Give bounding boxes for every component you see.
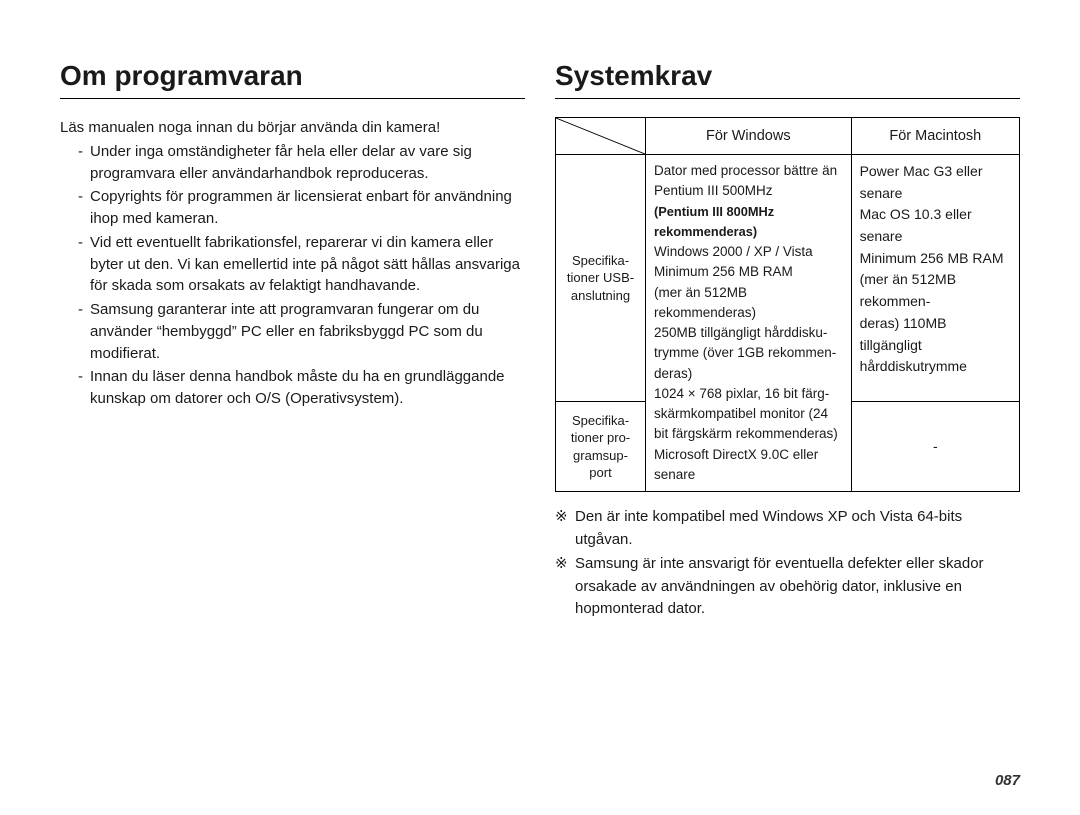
left-column: Om programvaran Läs manualen noga innan …	[60, 60, 525, 623]
bullet-text: Innan du läser denna handbok måste du ha…	[90, 366, 525, 410]
mac-requirements-cell: Power Mac G3 eller senareMac OS 10.3 ell…	[851, 155, 1019, 402]
footnote-text: Samsung är inte ansvarigt för eventuella…	[575, 553, 1020, 621]
bullet-item: -Vid ett eventuellt fabrikationsfel, rep…	[78, 232, 525, 297]
left-bullets: -Under inga omständigheter får hela elle…	[60, 141, 525, 410]
bullet-item: -Innan du läser denna handbok måste du h…	[78, 366, 525, 410]
row2-label: Specifika-tioner pro-gramsup-port	[556, 402, 646, 492]
dash-icon: -	[78, 186, 90, 230]
reference-mark-icon: ※	[555, 553, 575, 621]
bullet-text: Vid ett eventuellt fabrikationsfel, repa…	[90, 232, 525, 297]
windows-requirements-cell: Dator med processor bättre änPentium III…	[646, 155, 852, 492]
dash-icon: -	[78, 232, 90, 297]
reference-mark-icon: ※	[555, 506, 575, 551]
row1-label: Specifika-tioner USB-anslutning	[556, 155, 646, 402]
footnotes: ※Den är inte kompatibel med Windows XP o…	[555, 506, 1020, 621]
dash-icon: -	[78, 299, 90, 364]
dash-icon: -	[78, 141, 90, 185]
footnote: ※Samsung är inte ansvarigt för eventuell…	[555, 553, 1020, 621]
bullet-text: Samsung garanterar inte att programvaran…	[90, 299, 525, 364]
bullet-item: -Under inga omständigheter får hela elle…	[78, 141, 525, 185]
mac-row2-cell: -	[851, 402, 1019, 492]
system-requirements-table: För Windows För Macintosh Specifika-tion…	[555, 117, 1020, 492]
diagonal-line-icon	[556, 118, 645, 154]
footnote: ※Den är inte kompatibel med Windows XP o…	[555, 506, 1020, 551]
windows-req-line: (Pentium III 800MHz rekommenderas)	[654, 204, 774, 239]
dash-icon: -	[78, 366, 90, 410]
left-title: Om programvaran	[60, 60, 525, 99]
right-column: Systemkrav För Windows För Macintosh Spe…	[555, 60, 1020, 623]
header-windows: För Windows	[646, 118, 852, 155]
header-mac: För Macintosh	[851, 118, 1019, 155]
footnote-text: Den är inte kompatibel med Windows XP oc…	[575, 506, 1020, 551]
page-number: 087	[995, 772, 1020, 789]
bullet-item: -Copyrights för programmen är licensiera…	[78, 186, 525, 230]
table-corner-cell	[556, 118, 646, 155]
right-title: Systemkrav	[555, 60, 1020, 99]
bullet-item: -Samsung garanterar inte att programvara…	[78, 299, 525, 364]
bullet-text: Under inga omständigheter får hela eller…	[90, 141, 525, 185]
left-intro: Läs manualen noga innan du börjar använd…	[60, 117, 525, 139]
bullet-text: Copyrights för programmen är licensierat…	[90, 186, 525, 230]
